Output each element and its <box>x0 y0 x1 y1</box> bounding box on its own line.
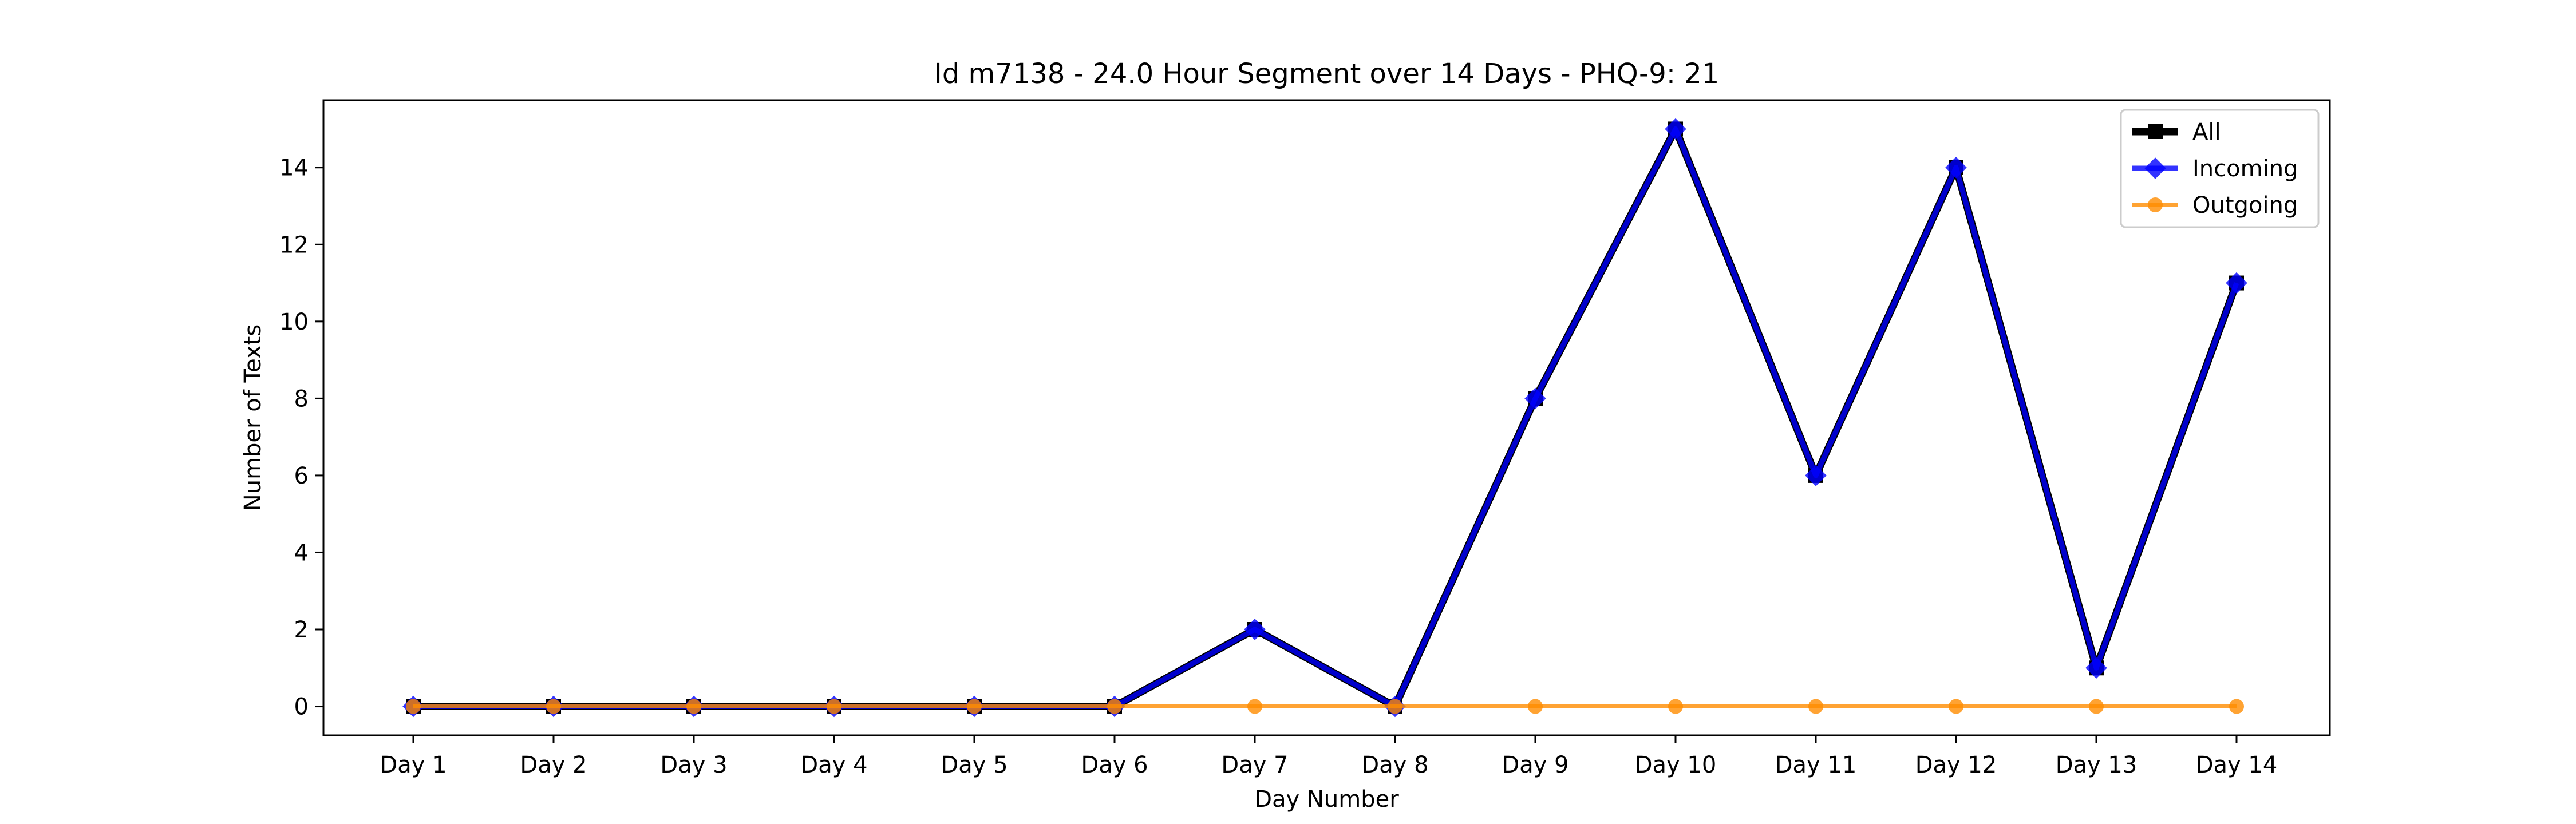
data-point-outgoing <box>406 699 421 714</box>
data-point-outgoing <box>2229 699 2244 714</box>
data-point-incoming <box>1805 465 1827 486</box>
x-tick-label: Day 3 <box>660 752 727 778</box>
legend-label: Incoming <box>2192 156 2298 182</box>
chart-title: Id m7138 - 24.0 Hour Segment over 14 Day… <box>934 58 1720 90</box>
x-tick-label: Day 8 <box>1361 752 1428 778</box>
data-point-outgoing <box>1808 699 1823 714</box>
series-outgoing <box>406 699 2244 714</box>
legend-label: Outgoing <box>2192 192 2298 219</box>
x-tick-label: Day 12 <box>1915 752 1997 778</box>
y-tick-label: 12 <box>279 232 309 258</box>
data-point-outgoing <box>1107 699 1122 714</box>
series-line-incoming <box>413 126 2239 710</box>
x-tick-label: Day 1 <box>380 752 447 778</box>
x-axis-label: Day Number <box>1254 786 1399 813</box>
data-point-incoming <box>1945 156 1967 179</box>
x-tick-label: Day 7 <box>1221 752 1288 778</box>
x-tick-label: Day 10 <box>1635 752 1717 778</box>
data-point-outgoing <box>2089 699 2104 714</box>
y-tick-label: 8 <box>294 386 309 412</box>
series-line-all <box>413 125 2241 711</box>
data-point-outgoing <box>967 699 982 714</box>
x-tick-label: Day 13 <box>2056 752 2138 778</box>
y-tick-label: 6 <box>294 463 309 489</box>
y-tick-label: 0 <box>294 694 309 720</box>
y-tick-label: 4 <box>294 540 309 566</box>
y-axis: 0 2 4 6 8 10 12 14 <box>279 155 323 720</box>
data-point-outgoing <box>1528 699 1543 714</box>
y-tick-label: 10 <box>279 309 309 335</box>
legend-swatch-marker <box>2148 197 2163 212</box>
plot-frame <box>322 99 2331 736</box>
x-tick-label: Day 5 <box>941 752 1008 778</box>
x-tick-label: Day 4 <box>800 752 867 778</box>
x-tick-label: Day 14 <box>2196 752 2278 778</box>
data-point-outgoing <box>686 699 701 714</box>
data-point-outgoing <box>546 699 561 714</box>
data-point-outgoing <box>1949 699 1963 714</box>
data-point-incoming <box>1665 118 1686 140</box>
data-point-incoming <box>2085 657 2107 679</box>
legend-swatch-marker <box>2148 124 2163 139</box>
x-tick-label: Day 6 <box>1081 752 1148 778</box>
data-point-outgoing <box>827 699 841 714</box>
x-tick-label: Day 11 <box>1775 752 1857 778</box>
data-point-incoming <box>1524 387 1546 410</box>
data-point-outgoing <box>1668 699 1683 714</box>
data-point-incoming <box>2226 272 2247 294</box>
plot-area <box>402 118 2247 718</box>
legend: All Incoming Outgoing <box>2120 109 2320 228</box>
x-tick-label: Day 2 <box>520 752 587 778</box>
y-axis-label: Number of Texts <box>240 324 266 511</box>
y-tick-label: 2 <box>294 617 309 643</box>
data-point-incoming <box>1244 619 1266 640</box>
legend-label: All <box>2192 119 2221 145</box>
data-point-outgoing <box>1247 699 1262 714</box>
x-axis: Day 1 Day 2 Day 3 Day 4 Day 5 Day 6 Day 7 Day 8… <box>380 735 2277 778</box>
legend-box <box>2120 109 2320 228</box>
y-tick-label: 14 <box>279 155 309 181</box>
legend-swatch-marker <box>2144 157 2166 179</box>
data-point-outgoing <box>1388 699 1402 714</box>
x-tick-label: Day 9 <box>1502 752 1568 778</box>
